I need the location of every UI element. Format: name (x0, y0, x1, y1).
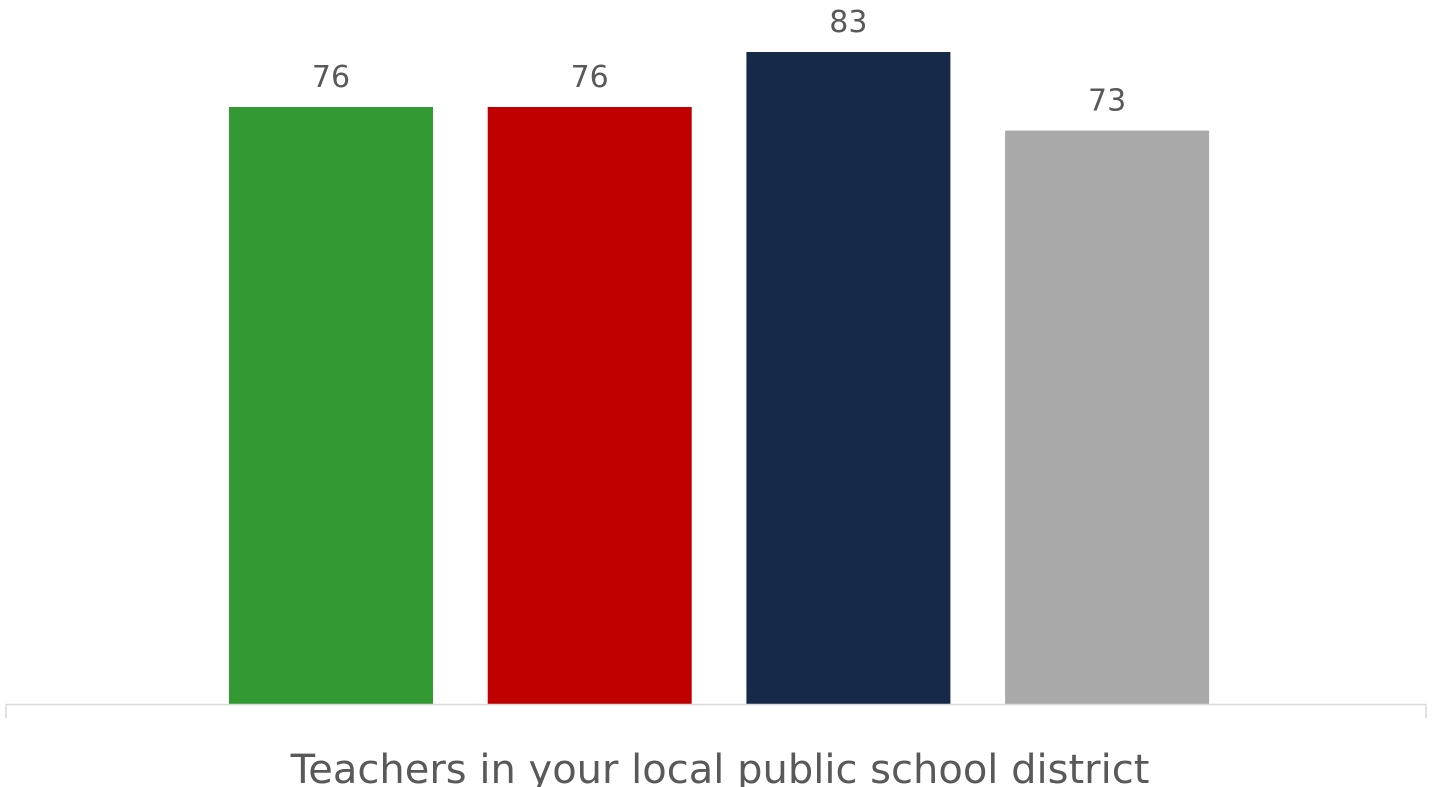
bars-group (229, 52, 1210, 705)
bar-4 (1005, 130, 1210, 705)
data-label-3: 83 (829, 5, 867, 40)
x-axis (5, 703, 1427, 718)
category-label: Teachers in your local public school dis… (290, 747, 1150, 787)
data-label-4: 73 (1088, 84, 1126, 119)
bar-1 (229, 107, 433, 704)
data-label-2: 76 (571, 60, 609, 95)
bar-3 (746, 52, 951, 704)
data-labels-group: 76 76 83 73 (312, 5, 1126, 119)
bar-2 (487, 107, 692, 704)
data-label-1: 76 (312, 60, 350, 95)
